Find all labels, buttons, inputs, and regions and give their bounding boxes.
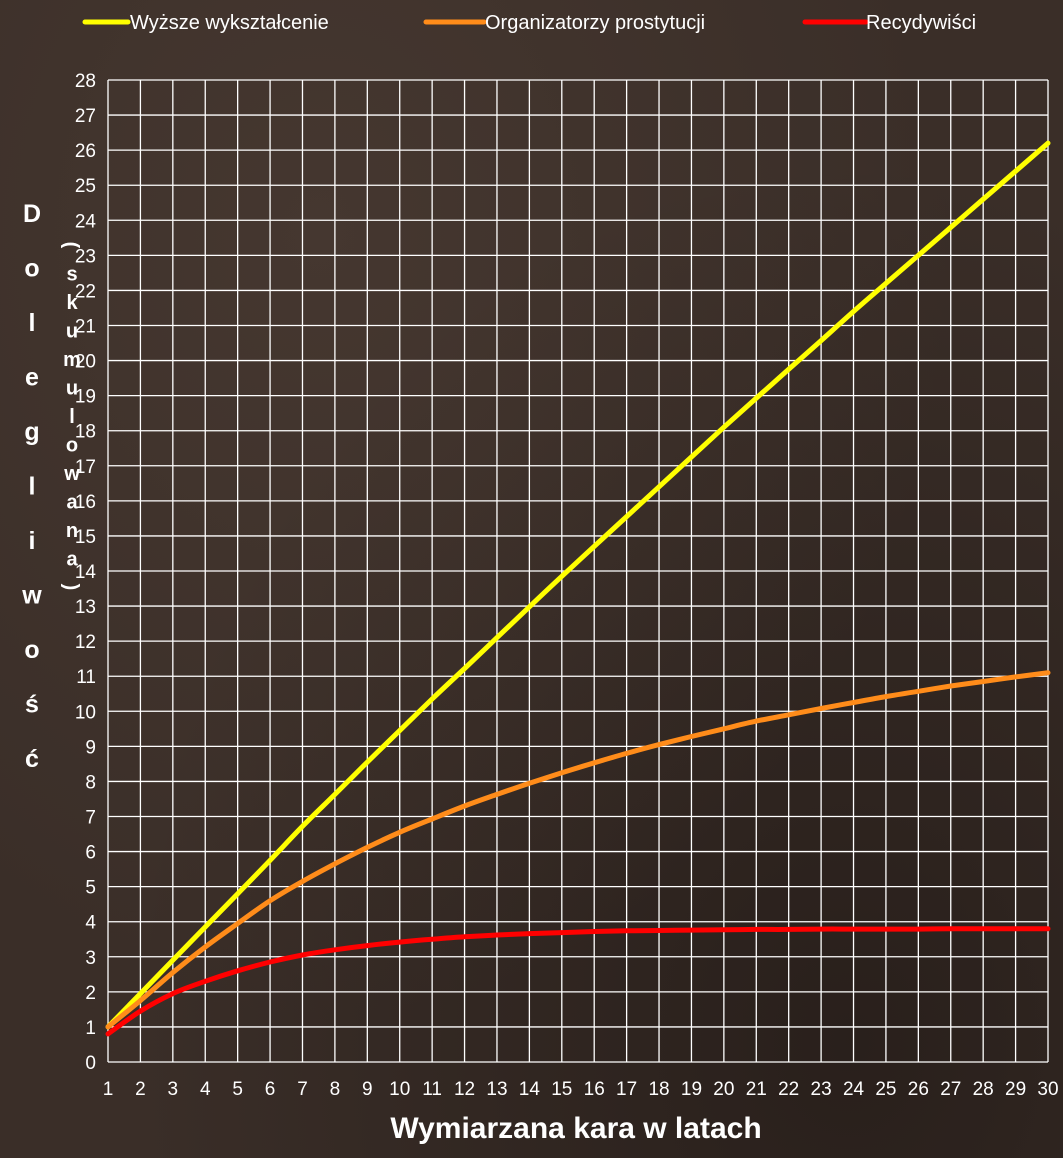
legend-entry: Wyższe wykształcenie — [130, 12, 329, 34]
x-tick-label: 28 — [973, 1079, 994, 1100]
y-tick-label: 2 — [85, 983, 96, 1004]
y-tick-label: 18 — [75, 422, 96, 443]
y-tick-label: 6 — [85, 843, 96, 864]
y-axis-label-secondary-letter: l — [69, 406, 75, 428]
y-axis-label-secondary-letter: m — [63, 349, 81, 371]
x-tick-label: 3 — [168, 1079, 179, 1100]
y-axis-label-letter: e — [25, 364, 39, 392]
x-tick-label: 21 — [746, 1079, 767, 1100]
x-tick-label: 11 — [422, 1079, 442, 1100]
y-axis-label-secondary-letter: u — [66, 378, 78, 400]
y-tick-label: 17 — [75, 457, 96, 478]
y-tick-label: 13 — [75, 597, 96, 618]
y-tick-label: 14 — [75, 562, 97, 583]
x-tick-label: 10 — [389, 1079, 410, 1100]
x-tick-label: 19 — [681, 1079, 702, 1100]
y-axis-label-letter: o — [24, 255, 39, 283]
y-axis-label-letter: ć — [25, 745, 39, 773]
y-tick-label: 9 — [85, 737, 96, 758]
y-axis-label-secondary-letter: w — [63, 463, 80, 485]
x-tick-label: 4 — [200, 1079, 211, 1100]
y-axis-label-secondary-letter: k — [66, 292, 78, 314]
y-axis-label-secondary-letter: s — [66, 264, 77, 286]
y-axis-label-secondary-letter: a — [66, 549, 78, 571]
y-tick-label: 20 — [75, 352, 96, 373]
y-axis-label-secondary-letter: n — [66, 520, 78, 542]
y-axis-label-secondary-letter: a — [66, 492, 78, 514]
y-tick-label: 16 — [75, 492, 96, 513]
y-axis-label-secondary-letter: ) — [60, 584, 82, 591]
x-tick-labels: 1 2 3 4 5 6 7 8 9 10 11 12 13 14 15 16 17 18 19 20 21 22 23 24 2… — [103, 1079, 1059, 1100]
y-tick-label: 21 — [75, 317, 96, 338]
y-tick-label: 28 — [75, 71, 96, 92]
x-tick-label: 12 — [454, 1079, 475, 1100]
y-tick-label: 26 — [75, 141, 96, 162]
y-tick-label: 4 — [85, 913, 96, 934]
x-tick-label: 24 — [843, 1079, 865, 1100]
y-tick-label: 5 — [85, 878, 96, 899]
y-axis-label-letter: D — [23, 200, 41, 228]
x-tick-label: 5 — [232, 1079, 243, 1100]
x-tick-label: 26 — [908, 1079, 929, 1100]
x-tick-label: 9 — [362, 1079, 373, 1100]
x-tick-label: 18 — [648, 1079, 669, 1100]
x-tick-label: 27 — [940, 1079, 961, 1100]
x-tick-label: 22 — [778, 1079, 799, 1100]
x-tick-label: 23 — [811, 1079, 832, 1100]
x-tick-label: 15 — [551, 1079, 572, 1100]
x-tick-label: 14 — [519, 1079, 541, 1100]
x-axis-label: Wymiarzana kara w latach — [390, 1112, 761, 1145]
y-tick-label: 22 — [75, 281, 96, 302]
x-tick-label: 7 — [297, 1079, 308, 1100]
y-axis-label-letter: o — [24, 636, 39, 664]
series-line-1 — [105, 140, 1051, 1030]
x-tick-label: 2 — [135, 1079, 146, 1100]
y-tick-label: 10 — [75, 702, 96, 723]
series-line-3 — [105, 926, 1051, 1037]
y-axis-label-letter: l — [29, 473, 36, 501]
y-tick-label: 19 — [75, 387, 96, 408]
y-tick-label: 27 — [75, 106, 96, 127]
series-line-2 — [105, 670, 1051, 1030]
y-tick-label: 3 — [85, 948, 96, 969]
y-tick-label: 7 — [85, 808, 96, 829]
y-tick-label: 23 — [75, 246, 96, 267]
legend: Wyższe wykształcenie Organizatorzy prosty… — [82, 12, 976, 34]
y-axis-label-letter: w — [21, 582, 42, 610]
series-lines — [105, 140, 1051, 1037]
y-tick-label: 25 — [75, 176, 96, 197]
y-axis-label-letter: i — [29, 527, 36, 555]
x-tick-label: 25 — [875, 1079, 896, 1100]
y-axis-label-letter: g — [24, 418, 39, 446]
y-axis-label-secondary-letter: o — [66, 435, 78, 457]
y-axis-label-secondary-letter: ( — [60, 242, 82, 249]
y-axis-label-letter: l — [29, 309, 36, 337]
y-tick-label: 11 — [76, 667, 96, 688]
x-tick-label: 6 — [265, 1079, 276, 1100]
y-tick-label: 0 — [85, 1053, 96, 1074]
y-tick-label: 1 — [85, 1018, 96, 1039]
x-tick-label: 20 — [713, 1079, 734, 1100]
x-tick-label: 8 — [330, 1079, 341, 1100]
x-tick-label: 16 — [584, 1079, 605, 1100]
legend-entry: Recydywiści — [866, 12, 976, 34]
x-tick-label: 29 — [1005, 1079, 1026, 1100]
y-tick-label: 12 — [75, 632, 96, 653]
x-tick-label: 30 — [1037, 1079, 1058, 1100]
x-tick-label: 1 — [103, 1079, 114, 1100]
y-axis-label-secondary-letter: u — [66, 321, 78, 343]
y-axis-label-letter: ś — [25, 691, 39, 719]
y-tick-labels: 0123456789101112131415161718192021222324… — [75, 71, 97, 1074]
y-tick-label: 15 — [75, 527, 96, 548]
x-tick-label: 17 — [616, 1079, 637, 1100]
legend-entry: Organizatorzy prostytucji — [485, 12, 705, 34]
y-tick-label: 8 — [85, 772, 96, 793]
y-tick-label: 24 — [75, 211, 97, 232]
x-tick-label: 13 — [486, 1079, 507, 1100]
